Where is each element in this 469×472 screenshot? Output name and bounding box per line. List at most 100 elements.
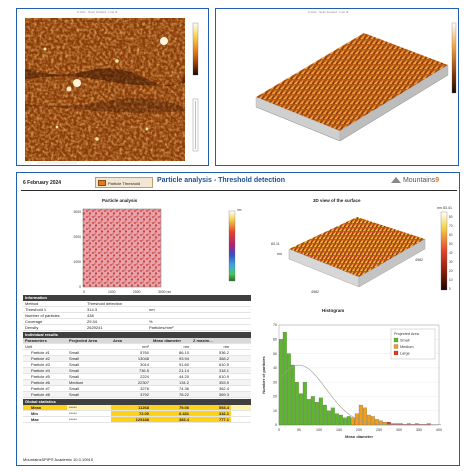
table-cell: 610.9 xyxy=(218,374,229,379)
particle-map-y-tick: 2000 xyxy=(73,235,81,239)
global-header: Global statistics xyxy=(23,399,251,405)
table-row: Particle #3 Small 3014 91.60 610.9 xyxy=(23,362,251,368)
global-cell: ***** xyxy=(69,411,77,416)
histogram-bar-small xyxy=(298,393,303,426)
info-value: 438 xyxy=(87,313,94,318)
table-cell: 86.10 xyxy=(178,350,189,355)
table-cell: 3792 xyxy=(140,392,149,397)
info-label: Method xyxy=(25,301,39,306)
results-table: Information Method Threshold detection Thr… xyxy=(23,295,251,423)
particle-map-x-tick: 2000 xyxy=(133,290,141,294)
table-cell: 22307 xyxy=(137,380,149,385)
table-row: Particle #5 Small 2224 44.20 610.9 xyxy=(23,374,251,380)
histogram-bar-medium xyxy=(358,404,363,426)
global-cell: 383.4 xyxy=(151,417,191,422)
report-footer: MountainsSPIP® Academic 10.0.10910 xyxy=(23,457,94,462)
info-label: Number of particles xyxy=(25,313,60,318)
histogram-bar-medium xyxy=(370,416,375,426)
histogram-bar-small xyxy=(302,382,307,426)
afm-2d-colorbar xyxy=(192,22,199,76)
histogram-x-tick: 0 xyxy=(278,428,280,432)
global-row: Mean ***** 11268 79.06 553.4 xyxy=(23,405,251,411)
histogram-x-tick: 400 xyxy=(436,428,442,432)
global-cell: 72.00 xyxy=(111,411,151,416)
histogram-bar-small xyxy=(286,353,291,426)
histogram-bar-small xyxy=(334,413,339,426)
histogram-bar-small xyxy=(306,399,311,426)
table-cell: Particle #2 xyxy=(31,356,50,361)
brand-mountains-icon xyxy=(391,177,401,183)
table-cell: Particle #3 xyxy=(31,362,50,367)
table-cell: 134.2 xyxy=(178,380,189,385)
histogram-bar-small xyxy=(290,364,295,426)
information-row: Method Threshold detection xyxy=(23,301,251,307)
afm-3d-title: Z-Axis - Scan forward - Line fit xyxy=(308,10,349,14)
global-cell: 777.1 xyxy=(191,417,231,422)
view3d-colorbar-tick: 70 xyxy=(449,224,453,228)
table-cell: 21.14 xyxy=(178,368,189,373)
info-label: Threshold 1 xyxy=(25,307,47,312)
particle-map-title: Particle analysis xyxy=(102,198,138,203)
table-row: Particle #7 Small 3276 74.36 362.4 xyxy=(23,386,251,392)
afm-2d-title: Z-Axis - Scan forward - Line fit xyxy=(77,10,118,14)
report-title: Particle analysis - Threshold detection xyxy=(157,177,285,184)
view3d-colorbar-ticks: 80 70 60 50 40 30 20 10 0 xyxy=(449,215,453,291)
information-header: Information xyxy=(23,295,251,301)
individual-unit-row: Unit nm² nm nm xyxy=(23,344,251,350)
table-cell: Particle #5 xyxy=(31,374,50,379)
table-row: Particle #1 Small 5760 86.10 536.2 xyxy=(23,350,251,356)
unit-cell: nm xyxy=(223,344,229,349)
table-row: Particle #4 Small 736.5 21.14 318.1 xyxy=(23,368,251,374)
particle-threshold-tab[interactable]: Particle Threshold xyxy=(95,177,153,188)
report-date: 6 February 2024 xyxy=(23,180,62,186)
information-row: Coverage 29.34% xyxy=(23,319,251,325)
table-cell: 44.20 xyxy=(178,374,189,379)
unit-cell: nm² xyxy=(142,344,149,349)
table-row: Particle #8 Small 3792 78.22 369.3 xyxy=(23,392,251,398)
global-row: Min ***** 72.00 6.431 316.1 xyxy=(23,411,251,417)
view3d-colorbar-tick: 10 xyxy=(449,278,453,282)
afm-3d-panel: Z-Axis - Scan forward - Line fit xyxy=(215,8,459,166)
info-value: 2629241 xyxy=(87,325,103,330)
global-cell: ***** xyxy=(69,405,77,410)
particle-map-y-tick: 3000 xyxy=(73,210,81,214)
view3d-surface xyxy=(289,217,425,277)
histogram-xlabel: Mean diameter xyxy=(345,434,373,439)
info-label: Coverage xyxy=(25,319,43,324)
histogram-bar-small xyxy=(338,414,343,426)
view3d-colorbar xyxy=(440,211,448,291)
individual-header: Individual results xyxy=(23,332,251,338)
brand-logo: Mountains9 xyxy=(391,177,439,184)
histogram-bar-small xyxy=(318,397,323,426)
histogram-bar-large xyxy=(386,422,391,426)
view3d-left-label: 83.11 xyxy=(271,242,280,246)
particle-map-chart: 3000 2000 1000 0 0 1000 2000 3000 nm nm xyxy=(73,208,242,294)
histogram-bar-small xyxy=(322,404,327,426)
particle-map-x-tick: 0 xyxy=(83,290,85,294)
histogram-bar-small xyxy=(294,382,299,426)
individual-column-header: Parameters Projected Area Area Mean diamete… xyxy=(23,338,251,344)
report-panel: 6 February 2024 Particle Threshold Parti… xyxy=(16,172,460,466)
histogram-x-tick: 200 xyxy=(356,428,362,432)
table-cell: 610.9 xyxy=(218,362,229,367)
particle-map-x-tick: 1000 xyxy=(108,290,116,294)
brand-name: Mountains xyxy=(402,177,436,184)
unit-cell: nm xyxy=(183,344,189,349)
legend-label-large: Large xyxy=(400,352,410,356)
histogram-y-tick: 20 xyxy=(273,395,277,399)
histogram-legend xyxy=(390,328,436,360)
table-cell: 3276 xyxy=(140,386,149,391)
global-cell: Mean xyxy=(23,405,67,410)
info-label: Density xyxy=(25,325,39,330)
particle-map-colorbar-ticks: nm xyxy=(237,208,242,212)
histogram-bar-small xyxy=(330,407,335,426)
histogram-bar-small xyxy=(342,417,347,426)
view3d-chart: 83.11 nm 4982 4982 nm 83.41 80 70 60 50 40 30… xyxy=(271,206,453,294)
view3d-colorbar-tick: 40 xyxy=(449,251,453,255)
global-cell: 125188 xyxy=(111,417,151,422)
histogram-x-tick: 50 xyxy=(297,428,301,432)
histogram-bar-medium xyxy=(374,419,379,426)
table-cell: Small xyxy=(69,374,80,379)
table-cell: 93.94 xyxy=(178,356,189,361)
table-cell: 318.1 xyxy=(218,368,229,373)
